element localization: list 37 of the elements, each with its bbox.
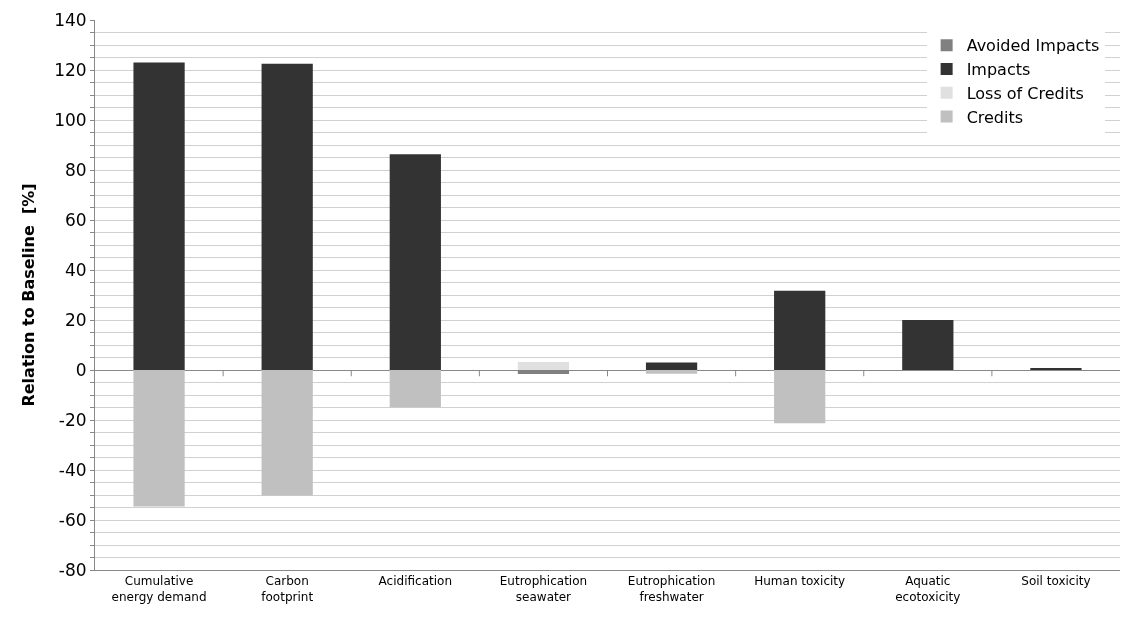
bar <box>517 362 570 370</box>
legend-label: Impacts <box>966 60 1031 80</box>
bar <box>645 362 698 370</box>
x-tick-label: Human toxicity <box>754 574 846 589</box>
y-tick-label: -20 <box>58 409 87 430</box>
y-tick-label: -80 <box>58 559 87 580</box>
y-tick-label: -60 <box>58 509 87 530</box>
y-tick-label: 140 <box>54 9 87 30</box>
y-tick-label: 0 <box>75 359 87 380</box>
x-tick-label: Cumulative energy demand <box>111 574 207 604</box>
x-tick-label: Soil toxicity <box>1021 574 1091 589</box>
bar <box>133 370 185 507</box>
x-tick-label: Eutrophication freshwater <box>627 574 716 604</box>
x-tick-label: Aquatic ecotoxicity <box>895 574 961 604</box>
y-tick-label: 120 <box>54 59 87 80</box>
y-tick-label: 100 <box>54 109 87 130</box>
bar <box>133 62 185 370</box>
bar <box>645 370 698 374</box>
bar <box>261 63 313 370</box>
bar <box>389 154 441 370</box>
bar <box>774 370 826 424</box>
bar <box>389 370 441 408</box>
bar <box>261 370 313 496</box>
x-tick-label: Carbon footprint <box>261 574 314 604</box>
bar <box>774 290 826 370</box>
x-tick-label: Eutrophication seawater <box>499 574 588 604</box>
y-tick-label: 80 <box>64 159 87 180</box>
y-tick-label: 60 <box>64 209 87 230</box>
y-tick-label: 20 <box>64 309 87 330</box>
x-tick-label: Acidification <box>378 574 453 589</box>
legend-label: Loss of Credits <box>966 83 1084 103</box>
y-tick-label: -40 <box>58 459 87 480</box>
legend-label: Avoided Impacts <box>966 36 1100 56</box>
y-axis-title: Relation to Baseline [%] <box>19 183 39 407</box>
legend-label: Credits <box>966 107 1024 127</box>
bar <box>902 320 954 370</box>
y-tick-label: 40 <box>64 259 87 280</box>
